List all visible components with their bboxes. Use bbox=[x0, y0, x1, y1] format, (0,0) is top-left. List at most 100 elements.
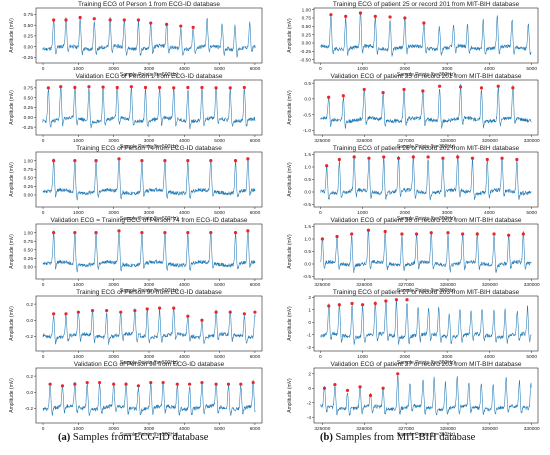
x-tick-label: 5000 bbox=[526, 66, 537, 72]
r-peak-marker bbox=[85, 380, 89, 385]
y-tick-label: 0.00 bbox=[24, 193, 34, 199]
x-tick-label: 5000 bbox=[214, 282, 225, 288]
r-peak-marker bbox=[52, 312, 56, 316]
y-tick-label: 0.5 bbox=[304, 81, 311, 87]
x-tick-label: 328000 bbox=[440, 138, 456, 144]
ecg-trace bbox=[320, 299, 532, 345]
r-peak-marker bbox=[140, 158, 144, 163]
r-peak-marker bbox=[329, 13, 333, 17]
x-tick-label: 2000 bbox=[108, 282, 119, 288]
ecg-trace bbox=[42, 16, 256, 58]
y-tick-label: -0.25 bbox=[22, 55, 33, 61]
r-peak-marker bbox=[92, 17, 96, 21]
y-tick-label: 1.00 bbox=[24, 230, 34, 236]
y-axis-label: Amplitude (mV) bbox=[9, 378, 15, 413]
r-peak-marker bbox=[228, 86, 232, 90]
r-peak-marker bbox=[479, 86, 484, 90]
x-tick-label: 6000 bbox=[250, 138, 261, 144]
x-tick-label: 0 bbox=[319, 66, 322, 72]
ecg-panel: Training ECG of Person 1 from ECG-ID dat… bbox=[9, 1, 263, 78]
x-tick-label: 0 bbox=[42, 282, 45, 288]
y-tick-label: -1.0 bbox=[303, 128, 312, 134]
ecg-panel: Validation ECG of Person 90 from ECG-ID … bbox=[9, 361, 263, 438]
y-tick-label: 1.0 bbox=[304, 165, 311, 171]
y-tick-label: 0.50 bbox=[24, 247, 34, 253]
r-peak-marker bbox=[362, 87, 366, 92]
x-tick-label: 6000 bbox=[250, 66, 261, 72]
x-tick-label: 4000 bbox=[179, 282, 190, 288]
ecg-panel: Training ECG of Person 74 from ECG-ID da… bbox=[9, 145, 263, 222]
ecg-panel: Validation ECG of patient 27 or record 2… bbox=[287, 361, 540, 438]
x-tick-label: 4000 bbox=[179, 210, 190, 216]
panel-title: Validation ECG of patient 26 or record 2… bbox=[330, 217, 521, 224]
x-axis-label: Sample Points (fs=360Hz) bbox=[397, 216, 456, 222]
x-tick-label: 326000 bbox=[356, 138, 372, 144]
y-tick-label: 0.0 bbox=[26, 318, 33, 324]
y-tick-label: -0.25 bbox=[22, 125, 33, 131]
r-peak-marker bbox=[191, 25, 195, 29]
x-tick-label: 0 bbox=[319, 210, 322, 216]
plot-frame bbox=[35, 223, 263, 280]
y-tick-label: 1.5 bbox=[304, 224, 311, 230]
r-peak-marker bbox=[214, 86, 218, 90]
x-axis-label: Sample Points (fs=500Hz) bbox=[120, 432, 179, 438]
r-peak-marker bbox=[345, 388, 350, 393]
y-axis-label: Amplitude (mV) bbox=[287, 234, 293, 269]
x-tick-label: 325000 bbox=[314, 138, 330, 144]
x-tick-label: 5000 bbox=[526, 210, 537, 216]
y-tick-label: 0.75 bbox=[24, 167, 34, 173]
plot-frame bbox=[313, 295, 539, 352]
x-tick-label: 3000 bbox=[144, 66, 155, 72]
x-tick-label: 6000 bbox=[250, 210, 261, 216]
plot-frame bbox=[313, 223, 539, 280]
r-peak-marker bbox=[186, 158, 190, 163]
r-peak-marker bbox=[186, 314, 190, 318]
y-tick-label: 0.00 bbox=[24, 115, 34, 121]
r-peak-marker bbox=[46, 86, 50, 90]
caption-mit-bih: (b) Samples from MIT-BIH database bbox=[320, 432, 475, 443]
r-peak-marker bbox=[461, 232, 465, 236]
r-peak-marker bbox=[163, 158, 167, 163]
r-peak-marker bbox=[446, 231, 450, 235]
y-axis-label: Amplitude (mV) bbox=[287, 306, 293, 341]
r-peak-marker bbox=[97, 380, 102, 385]
ecg-panel: Validation ECG of patient 25 or record 2… bbox=[287, 73, 540, 150]
y-tick-label: 1.00 bbox=[24, 158, 34, 164]
r-peak-marker bbox=[143, 85, 148, 90]
r-peak-marker bbox=[458, 85, 463, 89]
x-tick-label: 6000 bbox=[250, 426, 261, 432]
x-tick-label: 1000 bbox=[73, 138, 84, 144]
r-peak-marker bbox=[214, 382, 218, 386]
r-peak-marker bbox=[117, 157, 121, 161]
x-tick-label: 3000 bbox=[442, 354, 453, 360]
x-tick-label: 6000 bbox=[250, 282, 261, 288]
r-peak-marker bbox=[422, 21, 426, 25]
r-peak-marker bbox=[384, 299, 388, 303]
x-tick-label: 5000 bbox=[526, 354, 537, 360]
r-peak-marker bbox=[136, 384, 141, 388]
r-peak-marker bbox=[381, 386, 385, 390]
r-peak-marker bbox=[112, 382, 116, 386]
r-peak-marker bbox=[411, 155, 415, 159]
ecg-panel: Training ECG of patient 27 or record 203… bbox=[287, 289, 539, 366]
x-tick-label: 1000 bbox=[357, 66, 368, 72]
r-peak-marker bbox=[209, 158, 213, 163]
r-peak-marker bbox=[475, 232, 479, 236]
y-axis-label: Amplitude (mV) bbox=[287, 378, 293, 413]
x-tick-label: 2000 bbox=[400, 354, 411, 360]
r-peak-marker bbox=[233, 158, 238, 163]
r-peak-marker bbox=[382, 155, 386, 159]
r-peak-marker bbox=[186, 85, 190, 90]
panel-title: Validation ECG of patient 25 or record 2… bbox=[330, 73, 521, 80]
y-tick-label: 0.2 bbox=[26, 302, 33, 308]
r-peak-marker bbox=[521, 232, 525, 236]
x-tick-label: 3000 bbox=[442, 210, 453, 216]
y-tick-label: 0.0 bbox=[304, 190, 311, 196]
r-peak-marker bbox=[233, 230, 238, 235]
r-peak-marker bbox=[485, 157, 489, 162]
r-peak-marker bbox=[64, 312, 68, 316]
r-peak-marker bbox=[383, 229, 387, 234]
x-tick-label: 1000 bbox=[73, 66, 84, 72]
r-peak-marker bbox=[335, 234, 339, 239]
